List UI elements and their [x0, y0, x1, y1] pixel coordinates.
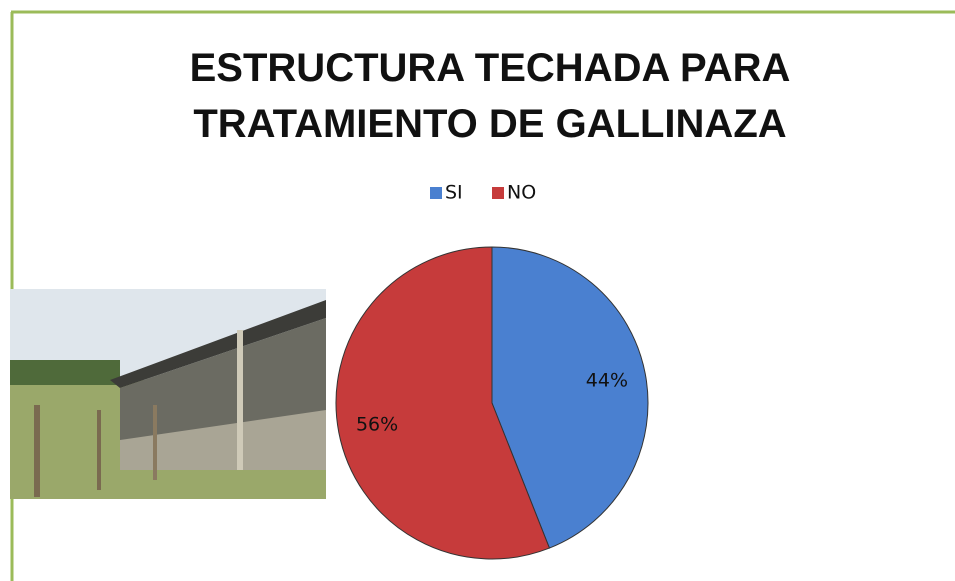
data-label: 56%	[356, 413, 398, 435]
data-label: 44%	[586, 370, 628, 392]
legend-swatch	[492, 187, 504, 199]
chart-title: ESTRUCTURA TECHADA PARA TRATAMIENTO DE G…	[150, 40, 830, 152]
legend-label: NO	[507, 182, 536, 204]
legend-label: SI	[445, 182, 463, 204]
legend-swatch	[430, 187, 442, 199]
photo	[10, 289, 326, 499]
page: SI NO 44% 56% ESTRUCTURA TECHADA PARA TRATA…	[0, 0, 955, 581]
